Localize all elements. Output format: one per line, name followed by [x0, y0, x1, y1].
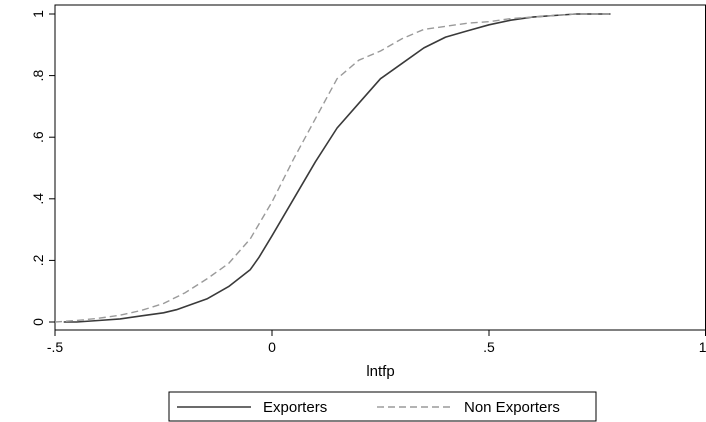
series-line-1 — [63, 13, 611, 323]
plot-frame — [54, 4, 706, 331]
x-tick-label: -.5 — [47, 339, 64, 355]
x-tick-label: 0 — [268, 339, 276, 355]
series-line-2 — [54, 13, 611, 323]
y-tick-label: .6 — [30, 131, 46, 143]
y-tick-label: 0 — [30, 318, 46, 326]
legend-label-1: Exporters — [263, 399, 327, 416]
y-tick-label: .8 — [30, 70, 46, 82]
x-tick-label: .5 — [483, 339, 495, 355]
x-tick-label: 1 — [699, 339, 706, 355]
y-tick-label: 1 — [30, 10, 46, 18]
y-tick-label: .4 — [30, 193, 46, 205]
legend-label-2: Non Exporters — [464, 399, 560, 416]
x-axis-title: lntfp — [366, 363, 394, 380]
y-tick-label: .2 — [30, 254, 46, 266]
